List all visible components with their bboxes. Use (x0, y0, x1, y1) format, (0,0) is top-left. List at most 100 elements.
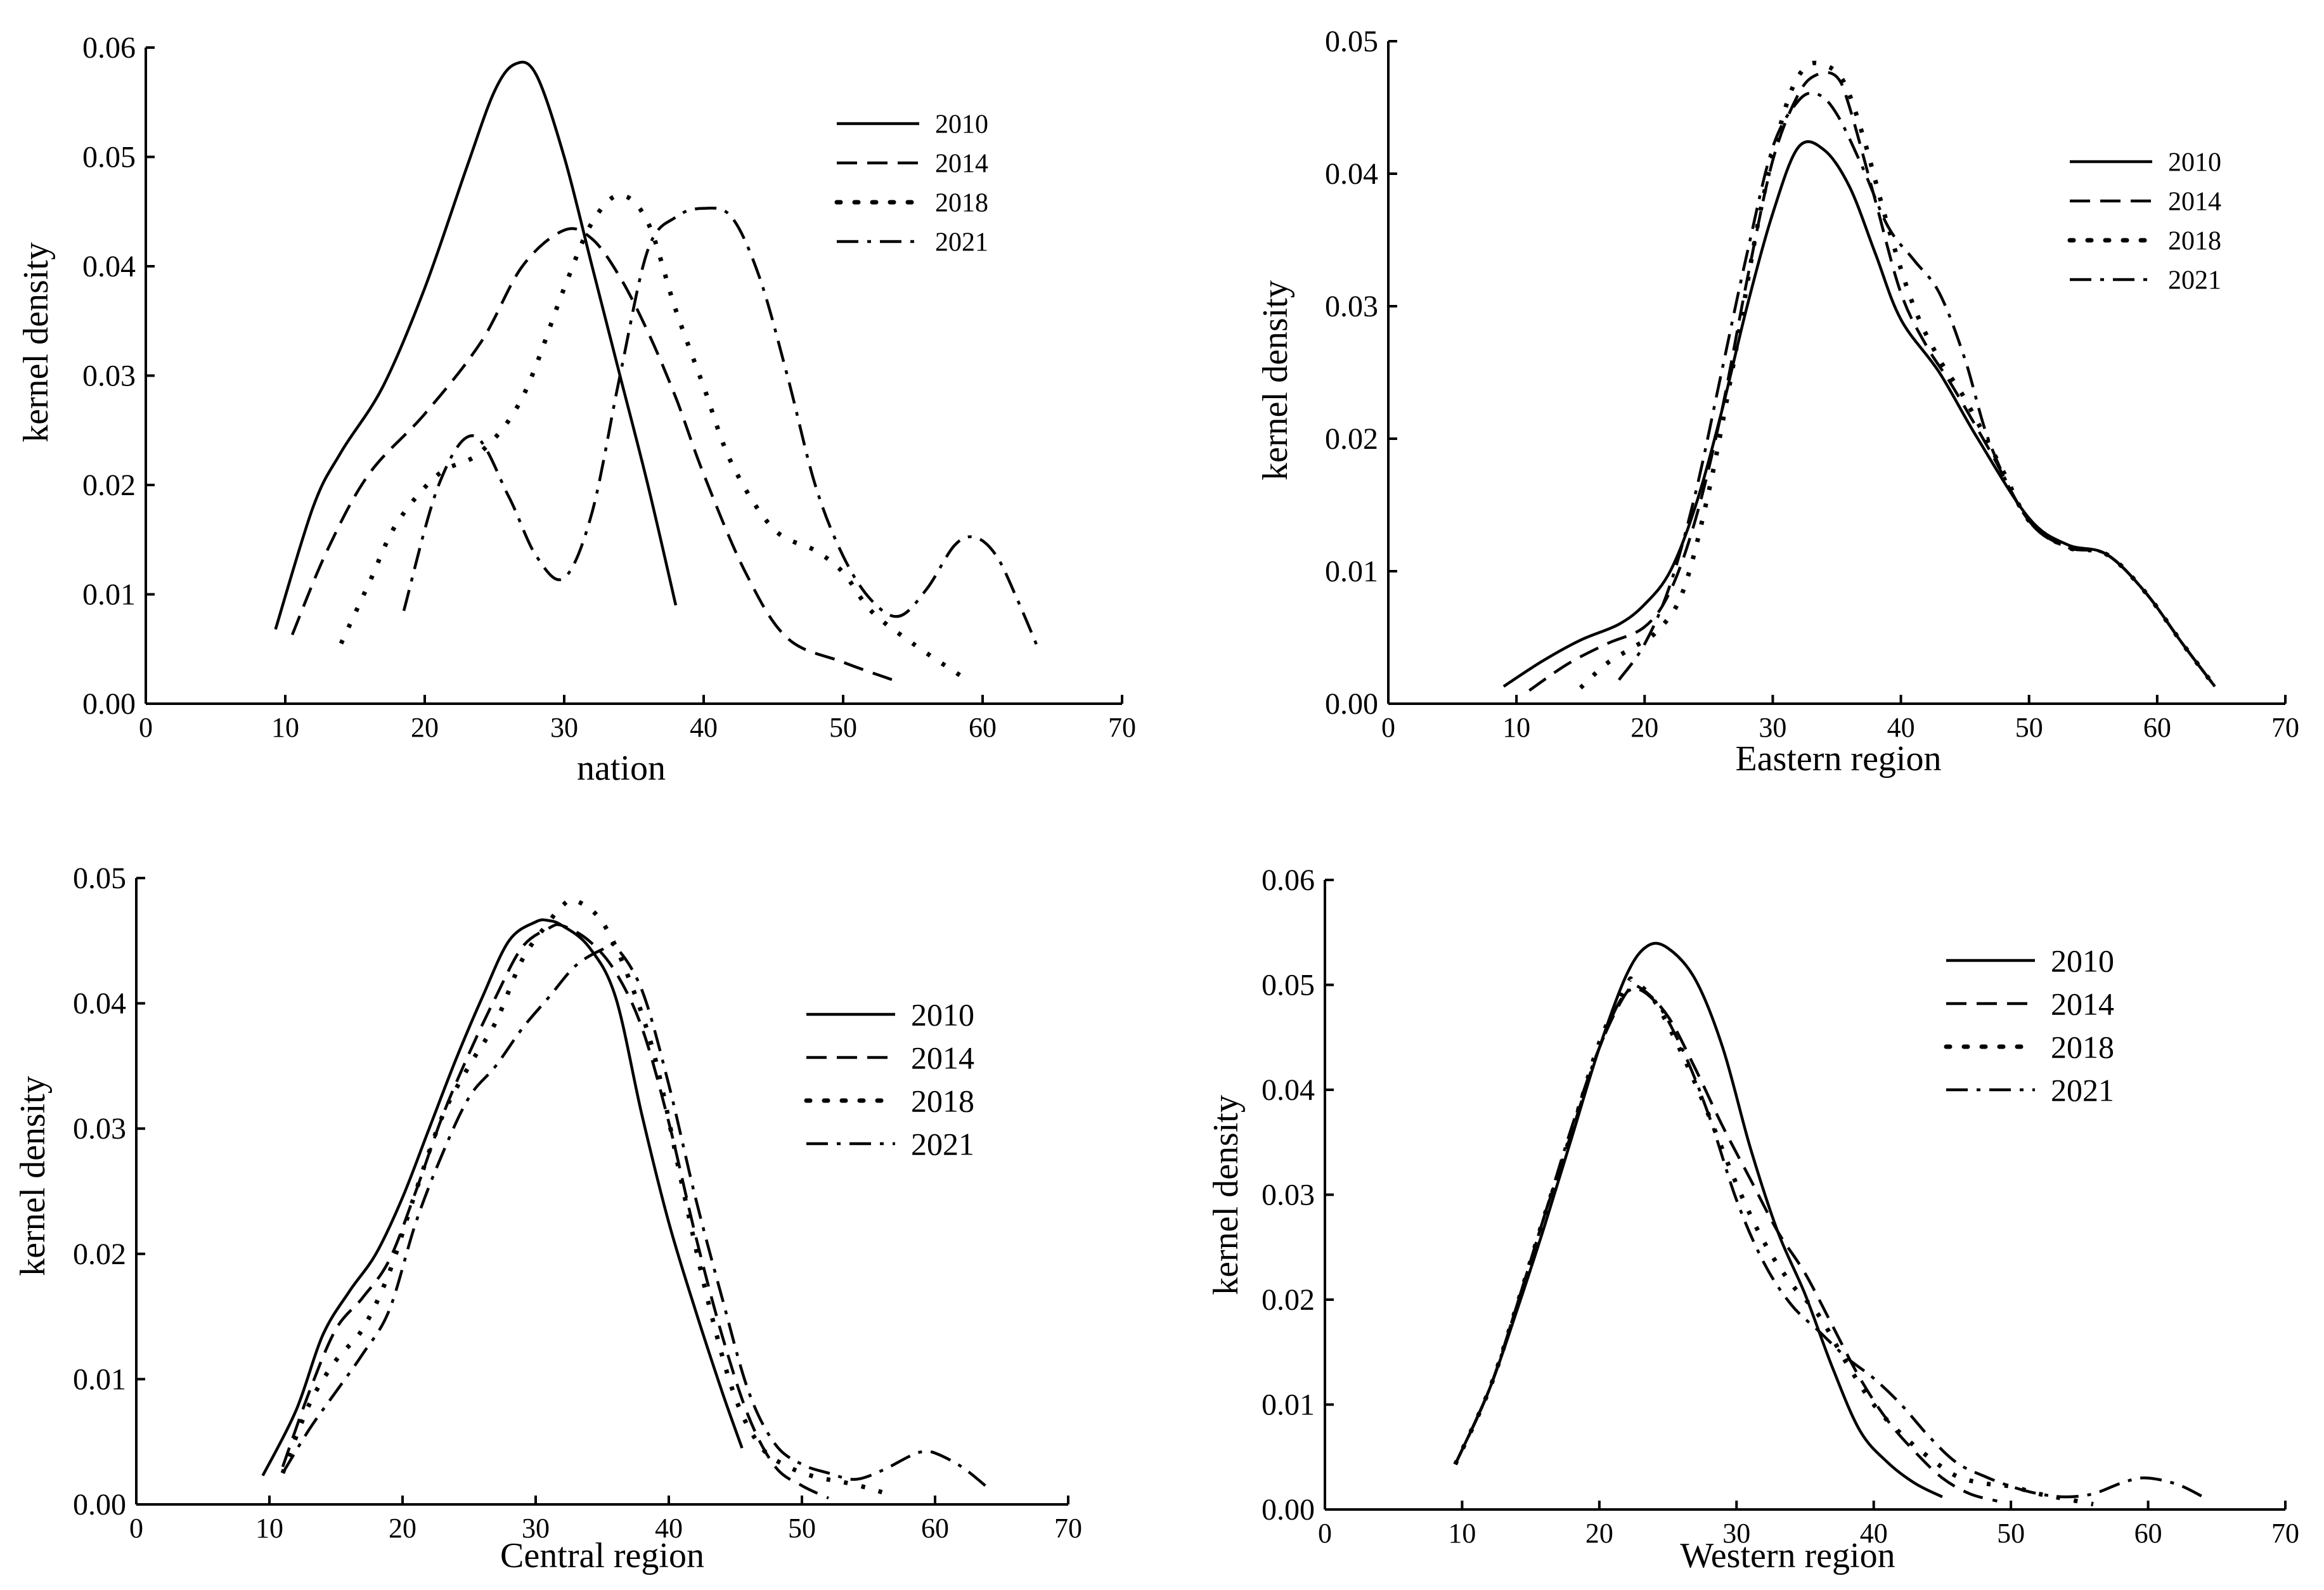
x-tick-label: 60 (2143, 712, 2171, 743)
x-tick-label: 50 (1997, 1518, 2025, 1549)
y-tick-label: 0.01 (1325, 555, 1378, 588)
y-tick-label: 0.00 (1262, 1493, 1315, 1527)
x-tick-label: 0 (1318, 1518, 1332, 1549)
x-tick-label: 70 (1054, 1513, 1082, 1544)
x-tick-label: 30 (1759, 712, 1786, 743)
series-line-2014 (1528, 71, 2216, 692)
legend-label-2021: 2021 (2168, 266, 2221, 295)
x-tick-label: 0 (1381, 712, 1395, 743)
y-axis-label: kernel density (16, 242, 56, 443)
series-line-2018 (1453, 976, 2094, 1507)
y-tick-label: 0.02 (73, 1238, 126, 1271)
x-tick-label: 20 (389, 1513, 416, 1544)
x-tick-label: 50 (829, 712, 857, 743)
y-tick-label: 0.06 (82, 31, 136, 65)
x-tick-label: 20 (1585, 1518, 1613, 1549)
x-tick-label: 10 (271, 712, 299, 743)
y-tick-label: 0.04 (1325, 157, 1378, 191)
series-line-2010 (1502, 140, 2216, 688)
x-axis-label: Eastern region (1736, 739, 1942, 779)
x-tick-label: 30 (1722, 1518, 1750, 1549)
series-line-2018 (339, 193, 963, 678)
y-tick-label: 0.02 (1325, 422, 1378, 456)
series-line-2018 (280, 897, 889, 1497)
legend-label-2018: 2018 (935, 189, 988, 218)
legend-label-2010: 2010 (2168, 148, 2221, 178)
x-axis-label: Western region (1680, 1536, 1895, 1575)
y-tick-label: 0.01 (73, 1362, 126, 1396)
y-tick-label: 0.04 (82, 250, 136, 283)
x-tick-label: 30 (550, 712, 578, 743)
legend-label-2014: 2014 (911, 1040, 974, 1076)
x-tick-label: 60 (921, 1513, 949, 1544)
legend-label-2018: 2018 (911, 1083, 974, 1119)
x-axis-label: Central region (500, 1536, 704, 1575)
x-tick-label: 60 (969, 712, 997, 743)
y-tick-label: 0.05 (1325, 25, 1378, 58)
legend-label-2010: 2010 (935, 110, 988, 139)
y-tick-label: 0.02 (1262, 1283, 1315, 1317)
y-tick-label: 0.04 (1262, 1073, 1315, 1107)
y-tick-label: 0.00 (73, 1488, 126, 1522)
series-line-2010 (1454, 941, 1943, 1499)
series-line-2021 (1454, 987, 2204, 1499)
x-tick-label: 20 (411, 712, 439, 743)
y-axis-label: kernel density (1206, 1095, 1246, 1295)
x-tick-label: 40 (655, 1513, 683, 1544)
y-tick-label: 0.04 (73, 987, 126, 1021)
y-tick-label: 0.05 (1262, 969, 1315, 1002)
y-tick-label: 0.03 (73, 1112, 126, 1146)
y-tick-label: 0.00 (1325, 687, 1378, 721)
legend-label-2021: 2021 (935, 228, 988, 257)
x-tick-label: 50 (2015, 712, 2043, 743)
legend-label-2014: 2014 (935, 150, 988, 179)
series-line-2021 (402, 206, 1040, 650)
x-tick-label: 50 (788, 1513, 816, 1544)
x-tick-label: 70 (2271, 712, 2299, 743)
y-tick-label: 0.05 (73, 862, 126, 895)
y-tick-label: 0.03 (1262, 1179, 1315, 1212)
series-line-2021 (1618, 91, 2216, 688)
series-line-2021 (281, 942, 990, 1490)
x-tick-label: 60 (2134, 1518, 2162, 1549)
x-tick-label: 40 (1860, 1518, 1888, 1549)
x-tick-label: 70 (2271, 1518, 2299, 1549)
x-tick-label: 10 (1448, 1518, 1476, 1549)
chart-panel-4: 0 10 20 30 40 50 60 70 0.00 0.01 0.02 0.03 0.04 0.05 0… (1206, 863, 2299, 1575)
legend-label-2021: 2021 (911, 1127, 974, 1162)
legend-label-2018: 2018 (2051, 1030, 2114, 1065)
y-tick-label: 0.05 (82, 141, 136, 174)
x-tick-label: 0 (139, 712, 153, 743)
x-tick-label: 10 (1502, 712, 1530, 743)
x-tick-label: 70 (1108, 712, 1136, 743)
y-tick-label: 0.00 (82, 687, 136, 721)
y-axis-label: kernel density (13, 1076, 53, 1276)
y-tick-label: 0.01 (1262, 1388, 1315, 1422)
legend-label-2018: 2018 (2168, 227, 2221, 256)
series-line-2014 (290, 227, 893, 682)
x-tick-label: 40 (690, 712, 718, 743)
y-tick-label: 0.03 (82, 359, 136, 393)
legend-label-2010: 2010 (911, 997, 974, 1033)
x-tick-label: 30 (522, 1513, 550, 1544)
legend-label-2010: 2010 (2051, 943, 2114, 979)
x-tick-label: 0 (129, 1513, 143, 1544)
legend-label-2021: 2021 (2051, 1073, 2114, 1108)
y-tick-label: 0.02 (82, 469, 136, 502)
y-tick-label: 0.06 (1262, 863, 1315, 897)
y-axis-label: kernel density (1256, 280, 1295, 481)
y-tick-label: 0.01 (82, 578, 136, 612)
y-tick-label: 0.03 (1325, 290, 1378, 323)
chart-panel-3: 0 10 20 30 40 50 60 70 0.00 0.01 0.02 0.03 0.04 0.05 C… (13, 862, 1082, 1575)
x-tick-label: 10 (255, 1513, 283, 1544)
x-axis-label: nation (577, 749, 666, 788)
chart-panel-1: 0 10 20 30 40 50 60 70 0.00 0.01 0.02 0.03 0.04 0.05 0… (16, 31, 1136, 788)
x-tick-label: 40 (1887, 712, 1915, 743)
series-line-2014 (281, 923, 829, 1500)
chart-panel-2: 0 10 20 30 40 50 60 70 0.00 0.01 0.02 0.03 0.04 0.05 E… (1256, 25, 2299, 779)
legend-label-2014: 2014 (2051, 986, 2114, 1022)
legend-label-2014: 2014 (2168, 188, 2221, 217)
series-line-2010 (261, 918, 744, 1477)
x-tick-label: 20 (1630, 712, 1658, 743)
